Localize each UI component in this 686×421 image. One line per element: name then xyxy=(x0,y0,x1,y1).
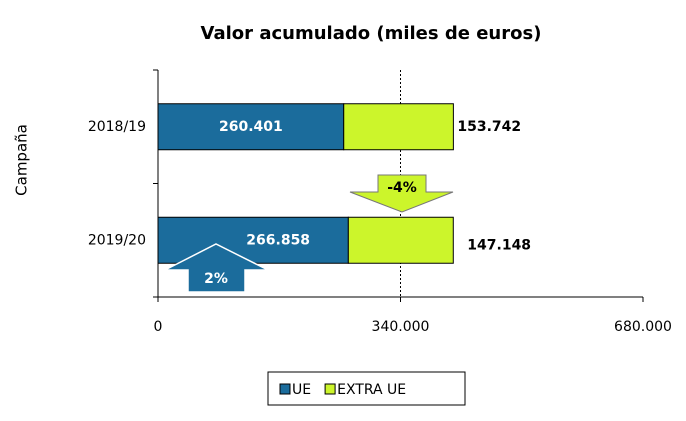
y-tick-label: 2019/20 xyxy=(88,232,146,248)
data-label: 153.742 xyxy=(457,119,521,135)
x-tick-label: 680.000 xyxy=(614,319,672,335)
x-tick-label: 0 xyxy=(154,319,163,335)
chart-title: Valor acumulado (miles de euros) xyxy=(201,23,542,44)
up-arrow xyxy=(164,243,269,293)
annotation: -4% xyxy=(387,180,417,196)
annotation: 2% xyxy=(204,271,228,287)
legend-label: EXTRA UE xyxy=(337,382,406,398)
data-label: 147.148 xyxy=(467,237,531,253)
legend-box xyxy=(267,371,466,406)
data-label: 266.858 xyxy=(246,232,310,248)
bar xyxy=(347,216,454,264)
y-axis-label: Campaña xyxy=(13,124,31,196)
x-tick-label: 340.000 xyxy=(372,319,430,335)
down-arrow xyxy=(349,174,454,213)
legend-swatch xyxy=(324,383,336,395)
legend-label: UE xyxy=(292,382,311,398)
bar xyxy=(157,103,345,151)
bar xyxy=(343,103,454,151)
y-tick-label: 2018/19 xyxy=(88,119,146,135)
legend-swatch xyxy=(279,383,291,395)
data-label: 260.401 xyxy=(219,119,283,135)
